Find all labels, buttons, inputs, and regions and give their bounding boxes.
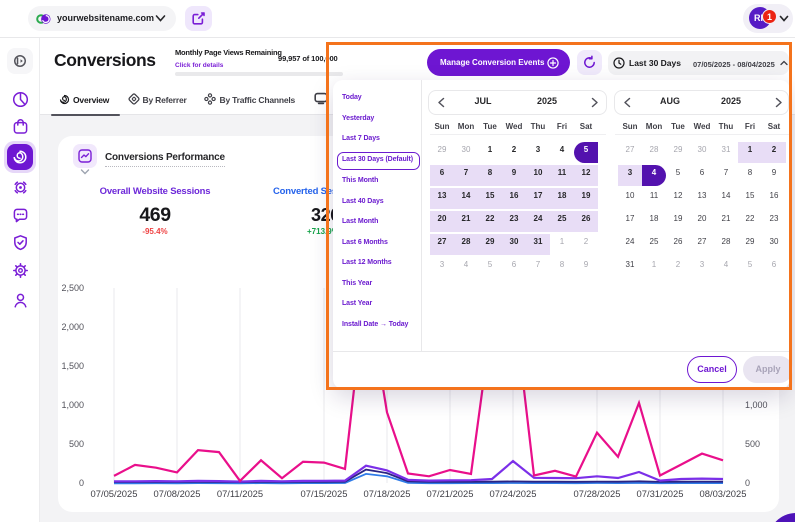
svg-text:0: 0 <box>79 478 84 488</box>
svg-text:1,000: 1,000 <box>745 400 768 410</box>
svg-text:07/31/2025: 07/31/2025 <box>637 488 684 499</box>
svg-text:500: 500 <box>745 439 760 449</box>
svg-text:07/15/2025: 07/15/2025 <box>301 488 348 499</box>
svg-text:08/03/2025: 08/03/2025 <box>700 488 747 499</box>
svg-text:07/05/2025: 07/05/2025 <box>91 488 138 499</box>
svg-text:2,000: 2,000 <box>61 322 84 332</box>
svg-text:07/21/2025: 07/21/2025 <box>427 488 474 499</box>
svg-text:500: 500 <box>69 439 84 449</box>
svg-text:0: 0 <box>745 478 750 488</box>
svg-text:1,000: 1,000 <box>61 400 84 410</box>
svg-text:07/24/2025: 07/24/2025 <box>490 488 537 499</box>
svg-text:07/08/2025: 07/08/2025 <box>154 488 201 499</box>
svg-text:1,500: 1,500 <box>61 361 84 371</box>
svg-text:2,500: 2,500 <box>61 283 84 293</box>
svg-text:07/28/2025: 07/28/2025 <box>574 488 621 499</box>
svg-text:07/11/2025: 07/11/2025 <box>217 488 263 499</box>
svg-text:07/18/2025: 07/18/2025 <box>364 488 411 499</box>
